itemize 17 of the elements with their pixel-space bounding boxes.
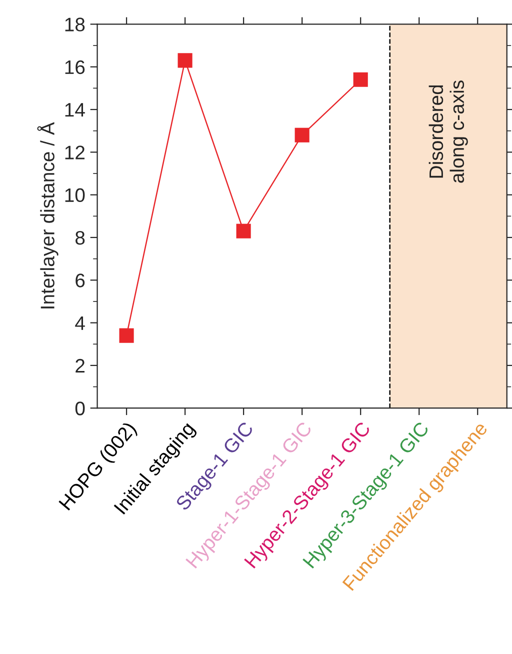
y-tick-label: 6 xyxy=(76,274,85,288)
y-tick-label: 16 xyxy=(65,60,85,74)
band-label: Disordered along c-axis xyxy=(428,80,468,183)
y-tick-label: 10 xyxy=(65,188,85,202)
y-tick-label: 2 xyxy=(76,358,84,372)
y-tick-label: 4 xyxy=(75,316,85,330)
point xyxy=(353,72,368,87)
y-tick-label: 0 xyxy=(75,402,85,416)
y-tick-label: 14 xyxy=(65,103,85,117)
y-tick-label: 18 xyxy=(65,18,85,32)
y-tick-label: 12 xyxy=(65,146,84,160)
y-tick-label: 8 xyxy=(76,230,85,245)
point xyxy=(294,128,310,142)
y-axis-title: Interlayer distance / Å xyxy=(37,122,58,308)
point xyxy=(178,53,192,68)
point xyxy=(119,328,134,343)
point xyxy=(236,224,251,238)
